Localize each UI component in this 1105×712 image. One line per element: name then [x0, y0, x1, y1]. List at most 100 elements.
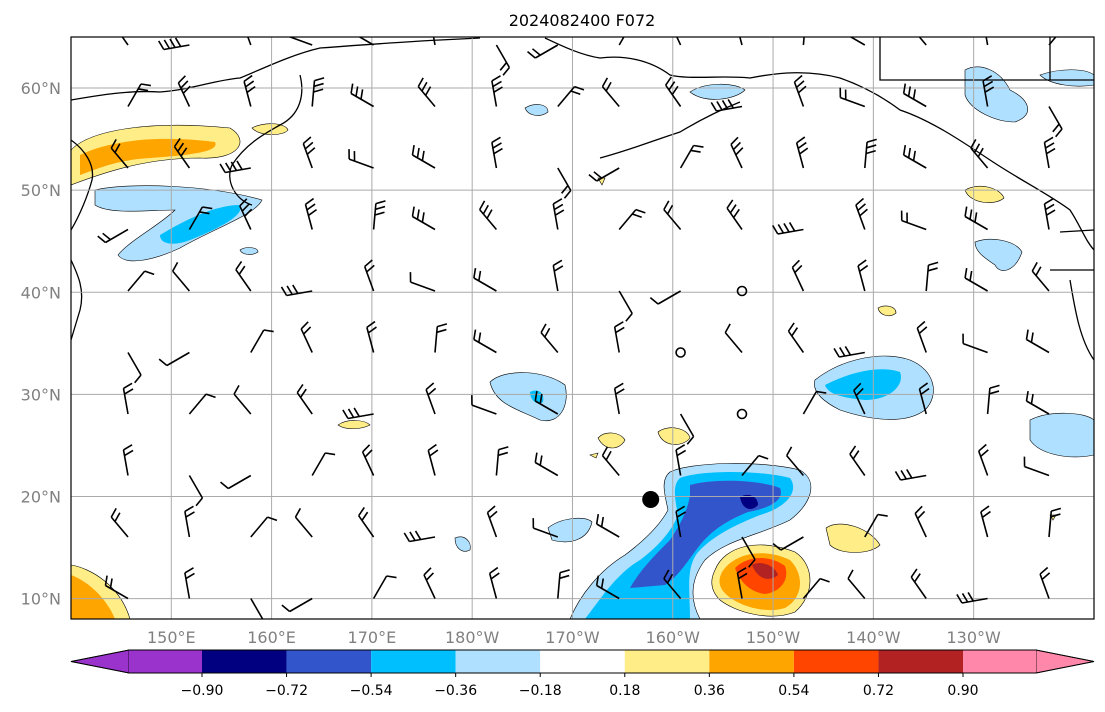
barb-shaft [730, 144, 743, 169]
barb-feather [244, 208, 253, 217]
barb-shaft [679, 413, 695, 437]
barb-feather [375, 200, 386, 205]
barb-shaft [739, 37, 743, 46]
barb-feather [980, 505, 990, 513]
barb-shaft [347, 413, 374, 420]
barb-shaft [534, 44, 559, 59]
barb-feather [423, 567, 432, 576]
barb-feather [306, 203, 316, 211]
colorbar-segment [455, 650, 541, 673]
barb-feather [157, 40, 165, 50]
barb-feather [140, 83, 151, 87]
barb-feather [729, 204, 737, 214]
calm-circle [736, 408, 748, 420]
wind-barb [491, 136, 503, 169]
barb-feather [842, 22, 844, 32]
wind-barb [281, 597, 313, 613]
wind-barb [724, 323, 743, 354]
barb-shaft [409, 536, 436, 543]
barb-feather [833, 348, 840, 358]
barb-shaft [557, 86, 576, 108]
barb-shaft [914, 513, 927, 538]
barb-feather [1031, 261, 1038, 272]
barb-shaft [793, 81, 805, 107]
barb-feather [286, 285, 293, 295]
wind-barb [351, 22, 375, 46]
colorbar-segment [963, 650, 1036, 673]
latitude-labels: 60°N 50°N 40°N 30°N 20°N 10°N [21, 79, 61, 609]
barb-feather [859, 208, 868, 217]
wind-barb [665, 76, 682, 107]
barb-feather [906, 469, 913, 479]
wind-barb [588, 167, 620, 182]
wind-barb [595, 514, 620, 538]
barb-feather [977, 147, 984, 158]
barb-shaft [1039, 573, 1050, 599]
barb-feather [819, 577, 830, 583]
wind-barb [771, 222, 804, 235]
barb-feather [281, 604, 291, 613]
wind-barb [649, 290, 681, 305]
barb-feather [486, 505, 496, 514]
barb-feather [738, 572, 748, 580]
barb-feather [927, 267, 938, 272]
barb-shaft [552, 203, 559, 230]
barb-feather [366, 264, 375, 273]
barb-shaft [311, 452, 326, 476]
barb-feather [791, 327, 799, 337]
barb-feather [478, 270, 482, 281]
colorbar-segment [540, 650, 625, 673]
wind-barb [188, 475, 204, 507]
barb-feather [238, 265, 246, 275]
barb-feather [1046, 209, 1056, 216]
wind-barb [964, 206, 988, 231]
barb-shaft [488, 573, 498, 599]
barb-feather [351, 22, 353, 32]
wind-barb [486, 505, 498, 538]
barb-feather [663, 569, 670, 579]
barb-feather [917, 510, 926, 520]
wind-barb [956, 592, 988, 604]
wind-barb [730, 136, 744, 169]
wind-barb [532, 518, 559, 538]
barb-feather [588, 174, 598, 182]
barb-feather [325, 452, 336, 456]
barb-feather [114, 512, 121, 522]
wind-barb [1023, 456, 1050, 477]
wind-barb [184, 567, 195, 599]
barb-shaft [918, 37, 927, 46]
lon-label-3: 180°W [445, 628, 500, 647]
barb-feather [772, 543, 782, 551]
barb-shaft [864, 514, 879, 538]
barb-feather [900, 470, 907, 480]
barb-feather [859, 264, 869, 273]
wind-barb [122, 382, 134, 415]
barb-feather [732, 208, 740, 219]
barb-feather [246, 85, 256, 94]
barb-feather [614, 382, 624, 390]
barb-feather [1039, 566, 1049, 575]
barb-feather [983, 80, 994, 88]
wind-barb [736, 567, 748, 599]
barb-feather [544, 327, 551, 338]
barb-shaft [473, 277, 497, 292]
barb-shaft [127, 352, 142, 376]
barb-feather [235, 260, 243, 271]
colorbar-extend-high [1035, 649, 1095, 674]
wind-barb [411, 206, 436, 231]
barb-feather [173, 137, 181, 148]
barb-feather [360, 89, 364, 100]
wind-barb [247, 37, 252, 46]
wind-barb [235, 260, 252, 292]
barb-feather [347, 408, 355, 418]
barb-feather [182, 85, 191, 94]
barb-shaft [1048, 511, 1053, 538]
barb-feather [1052, 123, 1060, 133]
barb-feather [473, 268, 477, 279]
wind-barb [679, 144, 704, 169]
barb-feather [907, 147, 912, 158]
barb-shaft [849, 453, 866, 476]
barb-shaft [970, 147, 989, 169]
wind-barb [663, 200, 682, 231]
wind-barb [977, 443, 989, 476]
